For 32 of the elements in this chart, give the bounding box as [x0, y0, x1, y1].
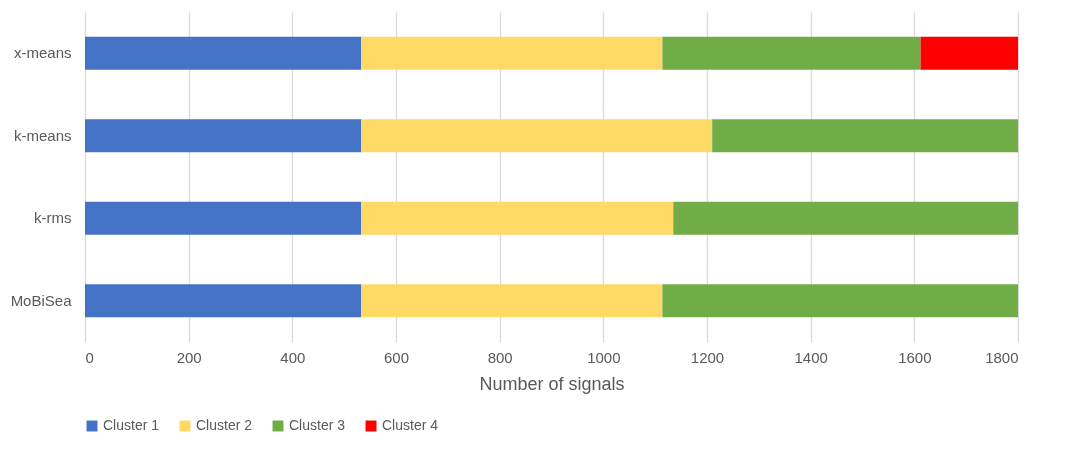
bar — [85, 36, 362, 70]
x-tick-label: 1800 — [985, 348, 1019, 366]
x-tick-label: 1200 — [690, 348, 725, 366]
y-tick-label: k-rms — [34, 209, 72, 227]
x-tick-label: 400 — [280, 348, 306, 366]
y-tick-label: x-means — [13, 44, 72, 62]
bar — [662, 36, 921, 70]
x-tick-label: 0 — [85, 348, 94, 366]
bar — [712, 119, 1018, 153]
bar — [85, 284, 362, 318]
x-tick-label: 1000 — [587, 348, 621, 366]
x-tick-label: 1400 — [794, 348, 828, 366]
bar — [361, 284, 663, 318]
x-tick-label: 1600 — [898, 348, 932, 366]
x-tick-label: 200 — [176, 348, 202, 366]
bar — [920, 36, 1018, 70]
x-axis-title: Number of signals — [479, 373, 625, 394]
bar — [85, 119, 362, 153]
bar — [673, 201, 1018, 235]
legend-label: Cluster 3 — [289, 417, 346, 433]
x-tick-label: 600 — [383, 348, 410, 366]
bar — [361, 36, 663, 70]
legend-label: Cluster 2 — [196, 417, 253, 433]
bar — [662, 284, 1018, 318]
y-tick-label: MoBiSea — [10, 291, 73, 309]
bar — [361, 201, 674, 235]
legend-label: Cluster 4 — [382, 417, 439, 433]
bar — [85, 201, 362, 235]
legend-label: Cluster 1 — [103, 417, 160, 433]
x-tick-label: 800 — [487, 348, 513, 366]
y-tick-label: k-means — [13, 126, 72, 144]
bar — [361, 119, 713, 153]
